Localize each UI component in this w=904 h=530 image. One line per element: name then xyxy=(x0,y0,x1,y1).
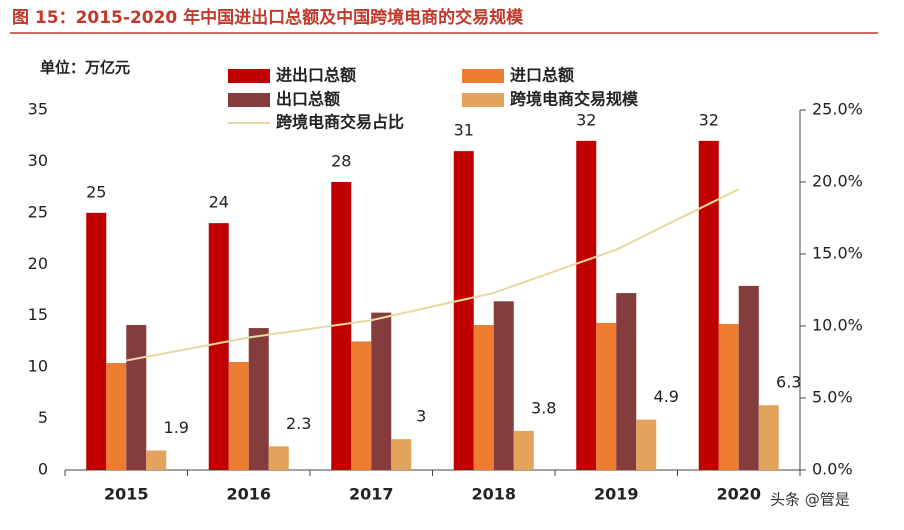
bar xyxy=(636,419,657,470)
data-label: 31 xyxy=(454,121,474,140)
data-label: 1.9 xyxy=(164,418,189,437)
bar xyxy=(596,322,617,470)
y-tick-label: 5 xyxy=(38,408,48,427)
y-tick-label: 25 xyxy=(28,202,48,221)
data-label: 3 xyxy=(416,407,426,426)
data-label: 2.3 xyxy=(286,414,311,433)
line xyxy=(126,188,740,362)
y-tick-label: 20 xyxy=(28,254,48,273)
legend-swatch xyxy=(462,69,504,83)
data-label: 32 xyxy=(576,110,596,129)
bar xyxy=(698,140,719,470)
bar xyxy=(146,450,167,470)
bar xyxy=(351,341,372,470)
x-tick-label: 2015 xyxy=(104,485,149,504)
bar xyxy=(268,446,289,470)
legend-label: 跨境电商交易占比 xyxy=(276,113,404,132)
bar xyxy=(576,140,597,470)
bar xyxy=(248,328,269,470)
data-label: 24 xyxy=(209,193,229,212)
bar xyxy=(616,293,637,470)
y-tick-label: 0 xyxy=(38,460,48,479)
x-tick-label: 2016 xyxy=(226,485,271,504)
chart-title: 图 15：2015-2020 年中国进出口总额及中国跨境电商的交易规模 xyxy=(12,7,524,28)
legend-label: 进出口总额 xyxy=(276,66,356,85)
bar xyxy=(493,301,514,470)
data-label: 6.3 xyxy=(776,373,801,392)
data-label: 28 xyxy=(331,152,351,171)
legend-label: 跨境电商交易规模 xyxy=(510,90,639,109)
data-label: 3.8 xyxy=(531,398,556,417)
y-tick-label: 10 xyxy=(28,357,48,376)
bar xyxy=(331,182,352,470)
watermark: 头条 @管是 xyxy=(770,491,850,509)
bar xyxy=(453,151,474,470)
x-tick-label: 2020 xyxy=(716,485,761,504)
legend-swatch xyxy=(228,93,270,107)
bar xyxy=(208,223,229,470)
bar xyxy=(758,405,779,470)
y2-tick-label: 10.0% xyxy=(812,316,863,335)
y2-tick-label: 25.0% xyxy=(812,100,863,119)
bar xyxy=(718,323,739,470)
legend-swatch xyxy=(228,69,270,83)
bar xyxy=(228,362,249,470)
data-label: 25 xyxy=(86,182,106,201)
y2-tick-label: 5.0% xyxy=(812,388,853,407)
bar xyxy=(473,324,494,470)
x-tick-label: 2018 xyxy=(471,485,516,504)
legend-label: 进口总额 xyxy=(510,66,574,85)
bar xyxy=(371,312,392,470)
bar xyxy=(126,324,147,470)
y2-tick-label: 0.0% xyxy=(812,460,853,479)
bar xyxy=(513,430,534,470)
legend-swatch xyxy=(462,93,504,107)
y-tick-label: 35 xyxy=(28,100,48,119)
data-label: 4.9 xyxy=(654,387,679,406)
bar xyxy=(106,363,127,470)
bar xyxy=(86,212,107,470)
x-tick-label: 2019 xyxy=(594,485,639,504)
unit-label: 单位：万亿元 xyxy=(40,59,130,77)
data-label: 32 xyxy=(699,110,719,129)
y2-tick-label: 20.0% xyxy=(812,172,863,191)
bar xyxy=(391,439,412,470)
x-tick-label: 2017 xyxy=(349,485,394,504)
legend-label: 出口总额 xyxy=(276,90,340,109)
y-tick-label: 15 xyxy=(28,305,48,324)
y-tick-label: 30 xyxy=(28,151,48,170)
bar xyxy=(738,285,759,470)
y2-tick-label: 15.0% xyxy=(812,244,863,263)
